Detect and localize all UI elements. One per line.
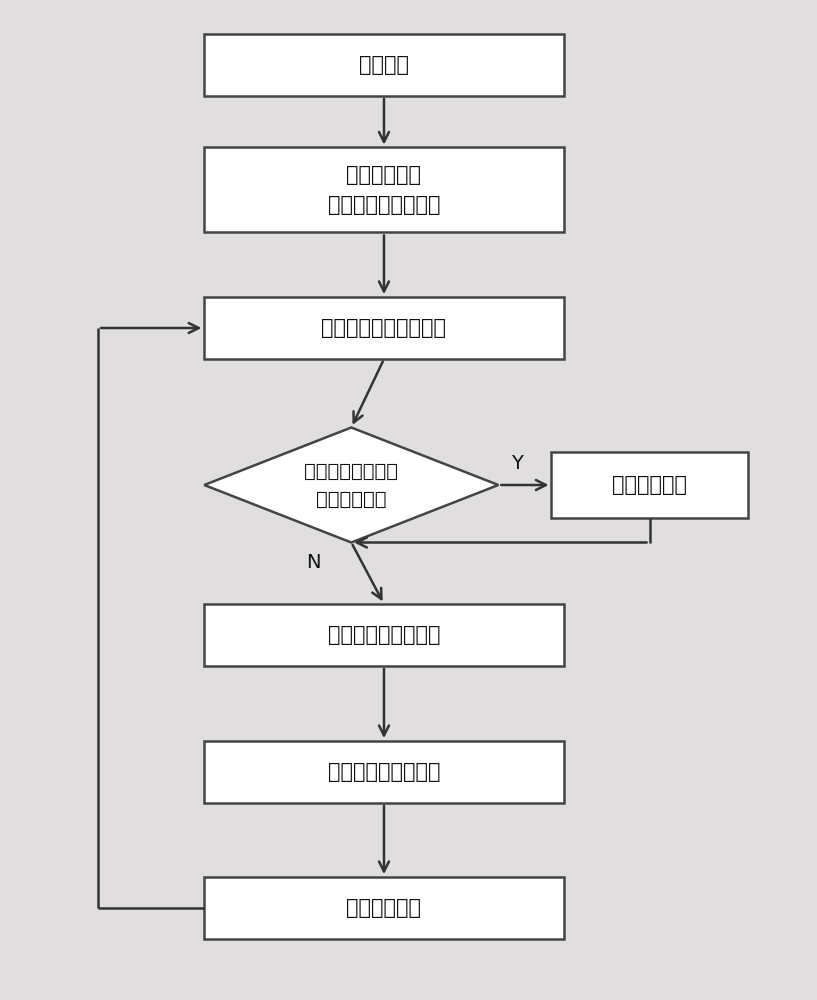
- Text: 路段分段: 路段分段: [359, 55, 409, 75]
- Text: 修改路段分段: 修改路段分段: [612, 475, 687, 495]
- Text: 交通状态计算: 交通状态计算: [346, 898, 422, 918]
- Text: 根据历史数据
计算交通流模型参数: 根据历史数据 计算交通流模型参数: [328, 165, 440, 215]
- Text: 交通流检测器数量
是否发生改变: 交通流检测器数量 是否发生改变: [304, 462, 399, 508]
- Text: N: N: [306, 552, 321, 572]
- Polygon shape: [204, 428, 498, 542]
- Text: 全路段平均速度计算: 全路段平均速度计算: [328, 762, 440, 782]
- Text: Y: Y: [511, 454, 523, 473]
- Bar: [204, 877, 564, 939]
- Bar: [204, 34, 564, 96]
- Bar: [204, 297, 564, 359]
- Text: 交通流检测器数据输入: 交通流检测器数据输入: [322, 318, 446, 338]
- Bar: [204, 604, 564, 666]
- Text: 子路段平均速度计算: 子路段平均速度计算: [328, 625, 440, 645]
- Bar: [204, 741, 564, 803]
- Bar: [204, 147, 564, 232]
- Bar: [551, 452, 748, 518]
